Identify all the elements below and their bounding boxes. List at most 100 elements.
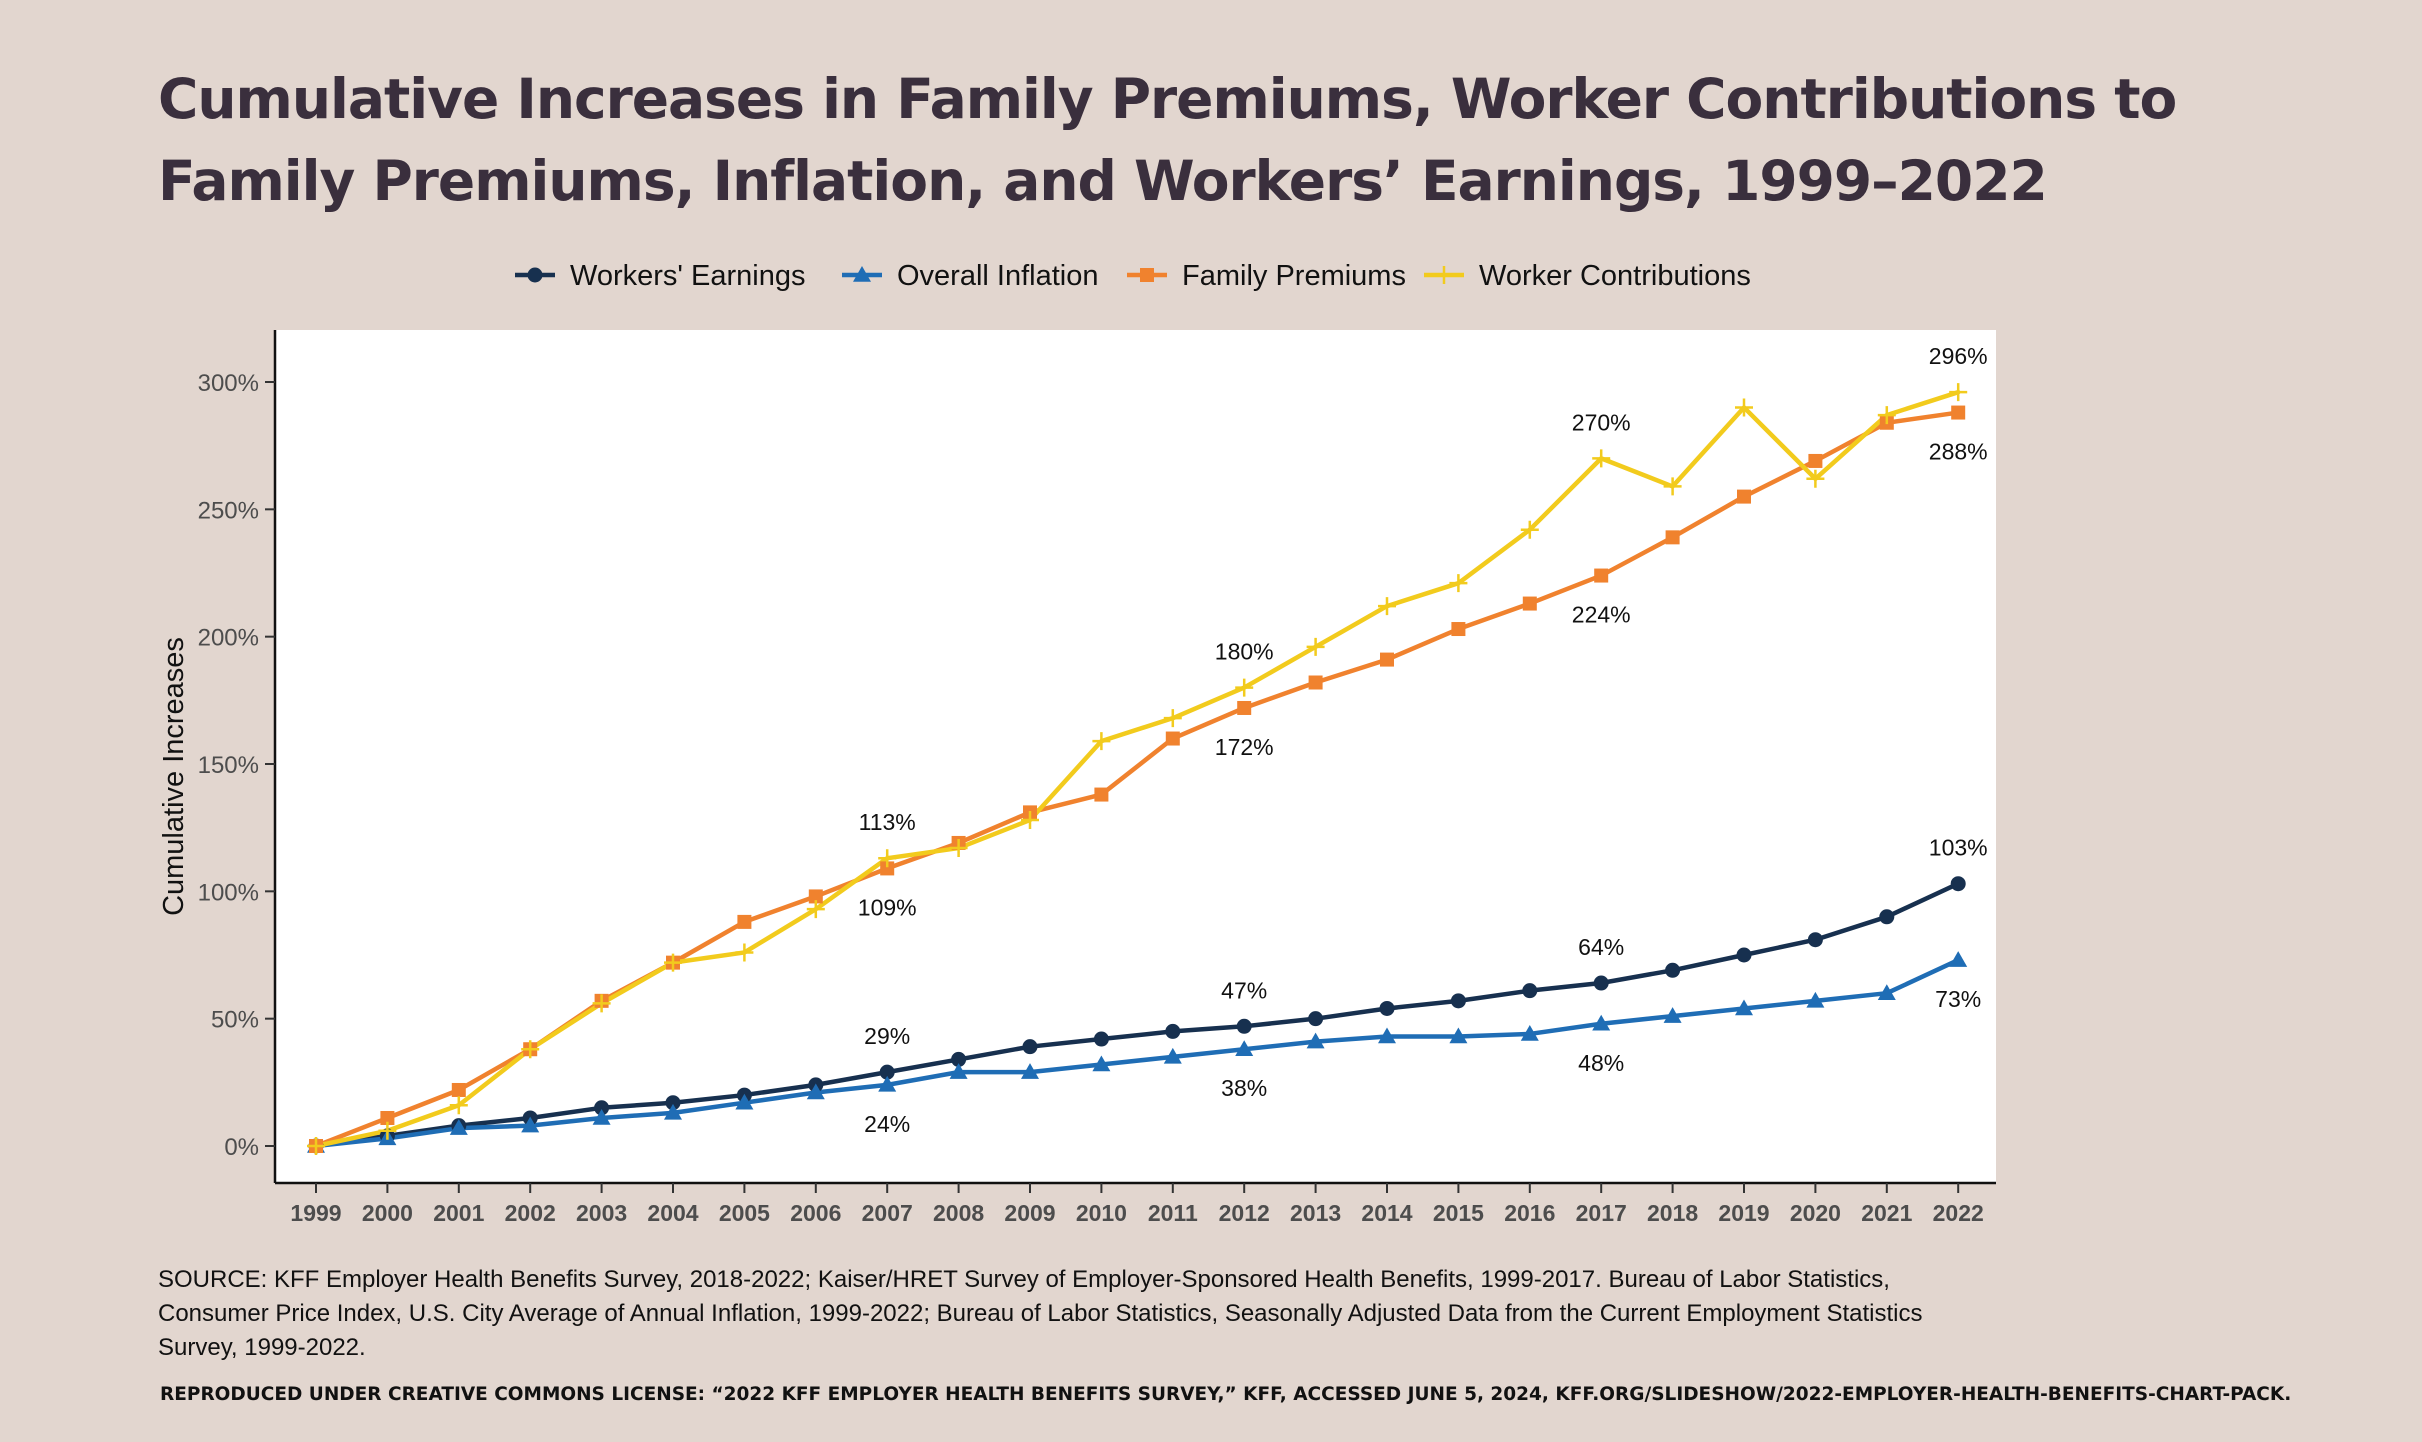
data-label: 24% bbox=[864, 1111, 910, 1137]
y-tick-label: 300% bbox=[198, 370, 259, 397]
data-point-square bbox=[1737, 489, 1751, 504]
data-point-triangle bbox=[1021, 1063, 1039, 1079]
data-label: 288% bbox=[1929, 439, 1988, 465]
data-point-circle bbox=[1879, 909, 1895, 925]
data-point-plus bbox=[307, 1137, 325, 1155]
data-label: 73% bbox=[1935, 986, 1981, 1012]
data-point-plus bbox=[806, 900, 825, 919]
legend-label: Family Premiums bbox=[1182, 260, 1406, 292]
data-point-circle bbox=[1308, 1011, 1324, 1027]
data-point-circle bbox=[1522, 983, 1538, 999]
data-label: 180% bbox=[1215, 639, 1274, 665]
data-point-plus bbox=[378, 1121, 397, 1140]
data-label: 29% bbox=[864, 1023, 910, 1049]
data-point-circle bbox=[527, 267, 543, 283]
data-point-triangle bbox=[1877, 984, 1896, 1000]
data-point-triangle bbox=[1092, 1055, 1111, 1072]
chart-title: Cumulative Increases in Family Premiums,… bbox=[158, 58, 2358, 222]
data-point-circle bbox=[1665, 962, 1681, 978]
data-point-square bbox=[451, 1082, 466, 1097]
data-point-plus bbox=[1235, 678, 1254, 697]
x-tick-label: 2002 bbox=[505, 1200, 556, 1226]
x-tick-label: 2005 bbox=[719, 1200, 770, 1226]
data-point-plus bbox=[521, 1040, 540, 1059]
x-tick-label: 2012 bbox=[1219, 1200, 1270, 1226]
data-point-circle bbox=[1593, 975, 1609, 991]
data-label: 103% bbox=[1929, 835, 1988, 861]
y-tick-label: 200% bbox=[198, 625, 259, 652]
data-point-circle bbox=[879, 1064, 895, 1080]
data-point-triangle bbox=[1592, 1014, 1611, 1031]
chart-title-line-2: Family Premiums, Inflation, and Workers’… bbox=[158, 149, 2048, 213]
data-point-plus bbox=[1806, 469, 1825, 488]
x-tick-label: 2016 bbox=[1504, 1200, 1555, 1226]
y-tick-label: 50% bbox=[211, 1007, 259, 1034]
data-point-plus bbox=[949, 839, 968, 858]
data-point-triangle bbox=[1520, 1024, 1539, 1041]
data-point-circle bbox=[665, 1095, 681, 1111]
data-label: 109% bbox=[858, 894, 917, 920]
data-point-square bbox=[880, 861, 895, 876]
data-point-circle bbox=[1379, 1000, 1395, 1016]
data-point-square bbox=[808, 889, 823, 904]
data-point-triangle bbox=[664, 1103, 682, 1120]
data-point-triangle bbox=[949, 1063, 968, 1079]
x-tick-label: 2013 bbox=[1290, 1200, 1341, 1226]
data-point-square bbox=[1308, 675, 1323, 690]
data-point-plus bbox=[1877, 406, 1896, 425]
data-point-circle bbox=[1450, 993, 1466, 1009]
data-point-square bbox=[1594, 568, 1609, 583]
data-point-plus bbox=[1163, 709, 1182, 728]
data-point-plus bbox=[1306, 637, 1325, 656]
data-point-plus bbox=[592, 994, 611, 1013]
chart-title-line-1: Cumulative Increases in Family Premiums,… bbox=[158, 67, 2177, 131]
data-label: 113% bbox=[859, 809, 916, 835]
x-tick-label: 2022 bbox=[1933, 1200, 1984, 1226]
data-point-triangle bbox=[853, 266, 871, 282]
data-point-circle bbox=[1022, 1039, 1038, 1055]
x-tick-label: 2008 bbox=[933, 1200, 984, 1226]
data-point-circle bbox=[951, 1051, 967, 1067]
data-point-triangle bbox=[878, 1075, 897, 1092]
data-point-square bbox=[1140, 268, 1154, 282]
x-tick-label: 2009 bbox=[1004, 1200, 1055, 1226]
data-point-circle bbox=[1807, 932, 1823, 948]
data-point-circle bbox=[1165, 1023, 1181, 1039]
data-point-square bbox=[1237, 700, 1252, 715]
data-point-plus bbox=[664, 953, 682, 972]
x-tick-label: 1999 bbox=[290, 1200, 341, 1226]
data-point-plus bbox=[1735, 398, 1753, 417]
y-tick-label: 100% bbox=[198, 879, 259, 906]
data-point-triangle bbox=[1306, 1032, 1325, 1049]
data-label: 172% bbox=[1215, 734, 1274, 760]
data-point-circle bbox=[1950, 876, 1966, 892]
y-tick-label: 250% bbox=[198, 497, 259, 524]
x-tick-label: 2019 bbox=[1718, 1200, 1769, 1226]
x-tick-label: 2017 bbox=[1576, 1200, 1627, 1226]
data-point-plus bbox=[449, 1096, 468, 1115]
data-point-triangle bbox=[1806, 991, 1825, 1008]
data-point-circle bbox=[1093, 1031, 1109, 1047]
data-point-square bbox=[1380, 652, 1394, 667]
x-tick-label: 2018 bbox=[1647, 1200, 1698, 1226]
x-tick-label: 2015 bbox=[1433, 1200, 1484, 1226]
data-point-plus bbox=[1435, 266, 1453, 284]
legend-label: Overall Inflation bbox=[897, 260, 1099, 292]
data-point-plus bbox=[1021, 811, 1039, 830]
x-tick-label: 2021 bbox=[1861, 1200, 1912, 1226]
data-label: 296% bbox=[1929, 343, 1988, 369]
data-point-square bbox=[1094, 787, 1109, 802]
data-point-triangle bbox=[735, 1093, 754, 1110]
series-line-worker-contributions bbox=[313, 389, 1961, 1149]
x-tick-label: 2020 bbox=[1790, 1200, 1841, 1226]
y-axis-title: Cumulative Increases bbox=[158, 637, 190, 916]
data-point-plus bbox=[735, 943, 754, 962]
data-point-square bbox=[1165, 731, 1180, 746]
data-point-triangle bbox=[449, 1119, 468, 1135]
data-point-square bbox=[1451, 622, 1466, 637]
data-point-circle bbox=[1736, 947, 1752, 963]
data-point-triangle bbox=[1449, 1027, 1468, 1044]
y-tick-label: 0% bbox=[224, 1134, 259, 1161]
data-point-square bbox=[1951, 405, 1966, 420]
data-point-plus bbox=[1449, 574, 1468, 593]
